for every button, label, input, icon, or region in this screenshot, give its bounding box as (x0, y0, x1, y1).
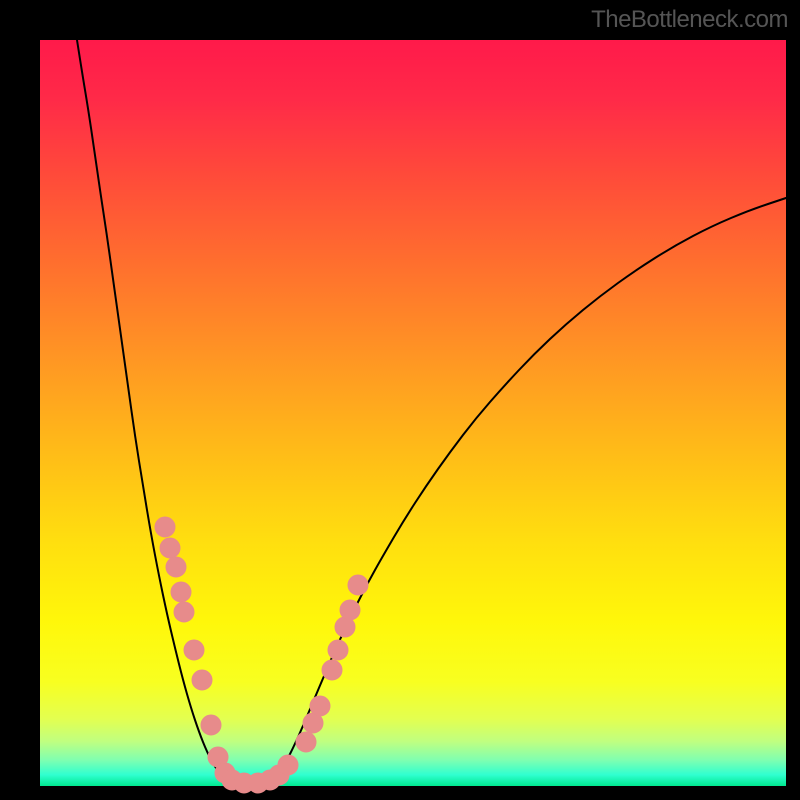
marker-point (160, 538, 180, 558)
marker-point (166, 557, 186, 577)
marker-point (296, 732, 316, 752)
marker-point (322, 660, 342, 680)
marker-point (340, 600, 360, 620)
plot-background (40, 40, 786, 786)
chart-root: TheBottleneck.com (0, 0, 800, 800)
marker-point (171, 582, 191, 602)
marker-point (201, 715, 221, 735)
watermark-text: TheBottleneck.com (591, 6, 788, 34)
marker-point (174, 602, 194, 622)
marker-point (155, 517, 175, 537)
marker-point (184, 640, 204, 660)
marker-point (348, 575, 368, 595)
marker-point (278, 755, 298, 775)
marker-point (328, 640, 348, 660)
chart-svg (0, 0, 800, 800)
marker-point (192, 670, 212, 690)
marker-point (310, 696, 330, 716)
